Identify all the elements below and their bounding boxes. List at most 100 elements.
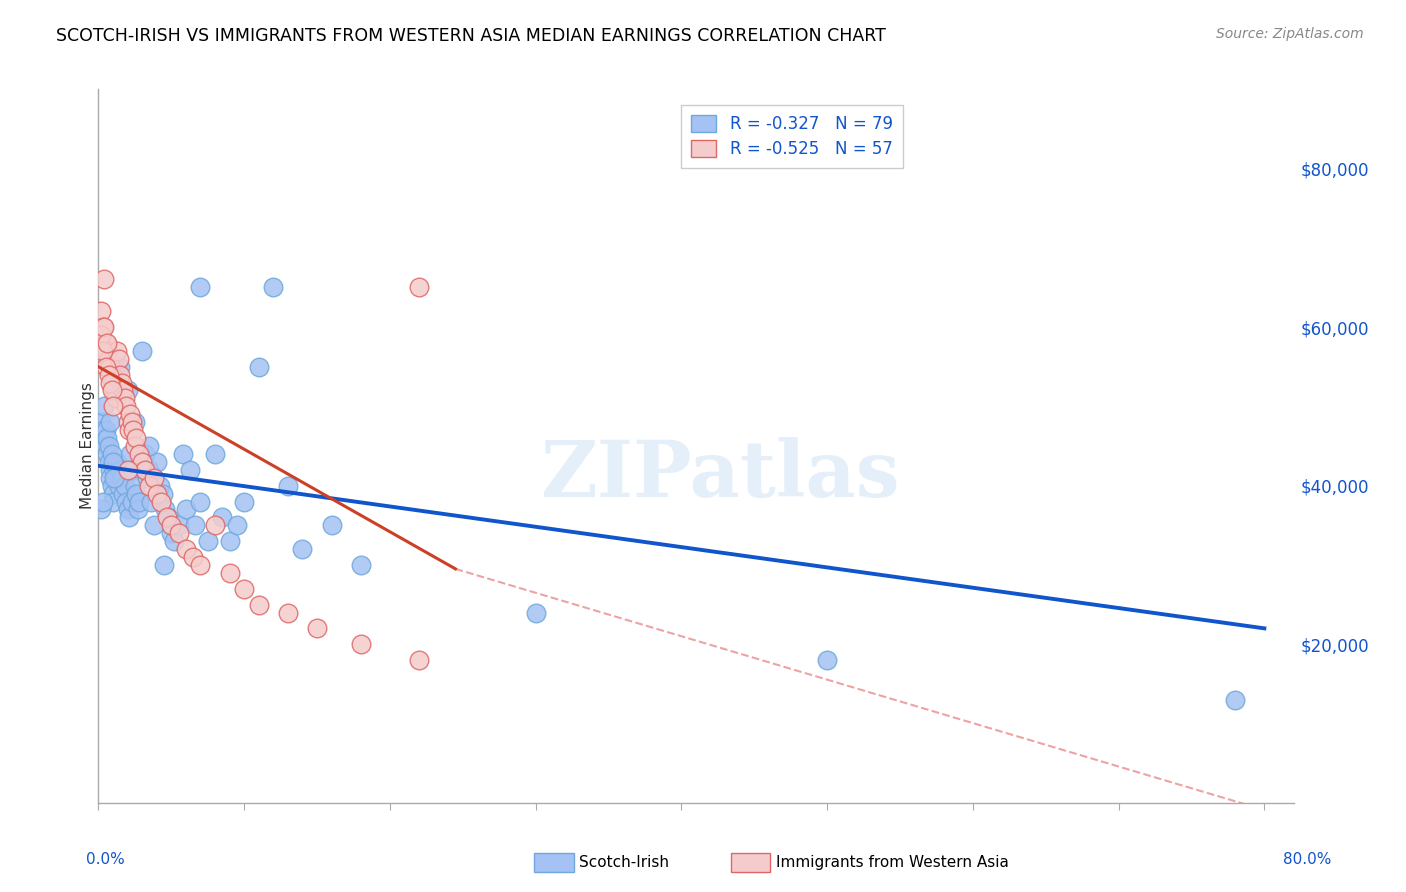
Point (94, 423, 117, 437)
Point (91, 423, 114, 437)
Point (134, 447, 156, 461)
Point (153, 558, 176, 572)
Point (305, 621, 328, 635)
Point (247, 359, 270, 374)
Point (247, 598, 270, 612)
Point (115, 494, 138, 508)
Point (124, 415, 146, 429)
Point (128, 494, 150, 508)
Point (100, 478, 122, 492)
Point (160, 526, 183, 541)
Point (350, 558, 373, 572)
Point (211, 510, 233, 524)
Point (112, 486, 135, 500)
Point (93, 431, 115, 445)
Point (103, 384, 125, 398)
Point (233, 582, 256, 596)
Point (96, 431, 118, 445)
Point (321, 518, 343, 533)
Point (138, 463, 160, 477)
Point (105, 455, 128, 469)
Point (97, 439, 120, 453)
Point (125, 431, 148, 445)
Point (1225, 692, 1247, 706)
Point (167, 526, 190, 541)
Point (277, 478, 299, 492)
Point (108, 478, 131, 492)
Point (110, 359, 132, 374)
Point (90, 304, 112, 318)
Point (98, 463, 121, 477)
Point (155, 502, 177, 516)
Point (96, 335, 118, 350)
Point (163, 534, 186, 549)
Point (125, 486, 148, 500)
Point (94, 439, 117, 453)
Point (142, 518, 165, 533)
Text: Scotch-Irish: Scotch-Irish (579, 855, 669, 870)
Point (93, 400, 115, 414)
Text: 80.0%: 80.0% (1284, 852, 1331, 867)
Point (90, 415, 112, 429)
Text: Immigrants from Western Asia: Immigrants from Western Asia (776, 855, 1010, 870)
Point (115, 400, 138, 414)
Point (90, 502, 112, 516)
Point (183, 518, 205, 533)
Point (128, 447, 150, 461)
Point (110, 463, 132, 477)
Point (91, 343, 114, 358)
Legend: R = -0.327   N = 79, R = -0.525   N = 57: R = -0.327 N = 79, R = -0.525 N = 57 (682, 104, 903, 168)
Point (121, 415, 143, 429)
Point (131, 343, 153, 358)
Point (90, 328, 112, 343)
Point (233, 494, 256, 508)
Point (350, 637, 373, 651)
Point (156, 510, 179, 524)
Point (138, 478, 160, 492)
Point (124, 439, 146, 453)
Point (225, 518, 247, 533)
Point (262, 280, 284, 294)
Point (218, 534, 240, 549)
Point (112, 384, 135, 398)
Point (101, 494, 124, 508)
Point (134, 463, 156, 477)
Point (94, 359, 117, 374)
Point (101, 400, 124, 414)
Point (149, 478, 172, 492)
Point (98, 415, 121, 429)
Point (815, 653, 838, 667)
Point (122, 423, 145, 437)
Point (104, 392, 127, 406)
Point (96, 343, 118, 358)
Point (105, 343, 128, 358)
Point (110, 368, 132, 382)
Point (131, 455, 153, 469)
Point (118, 510, 141, 524)
Point (145, 486, 167, 500)
Y-axis label: Median Earnings: Median Earnings (80, 383, 94, 509)
Point (98, 471, 121, 485)
Point (104, 471, 127, 485)
Text: ZIPatlas: ZIPatlas (540, 436, 900, 513)
Point (118, 423, 141, 437)
Point (204, 518, 226, 533)
Point (190, 494, 212, 508)
Point (96, 447, 118, 461)
Point (103, 471, 125, 485)
Point (139, 494, 162, 508)
Text: 0.0%: 0.0% (86, 852, 125, 867)
Point (97, 455, 120, 469)
Point (100, 384, 122, 398)
Point (120, 407, 142, 421)
Point (127, 502, 149, 516)
Point (152, 486, 174, 500)
Point (204, 447, 226, 461)
Point (114, 392, 136, 406)
Point (91, 320, 114, 334)
Point (172, 447, 194, 461)
Point (101, 376, 124, 390)
Point (135, 471, 157, 485)
Point (124, 478, 146, 492)
Point (160, 518, 183, 533)
